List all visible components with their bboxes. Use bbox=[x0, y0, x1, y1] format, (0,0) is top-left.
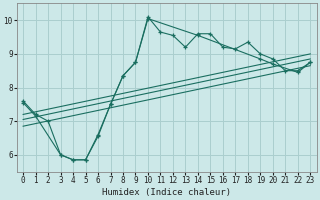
X-axis label: Humidex (Indice chaleur): Humidex (Indice chaleur) bbox=[102, 188, 231, 197]
